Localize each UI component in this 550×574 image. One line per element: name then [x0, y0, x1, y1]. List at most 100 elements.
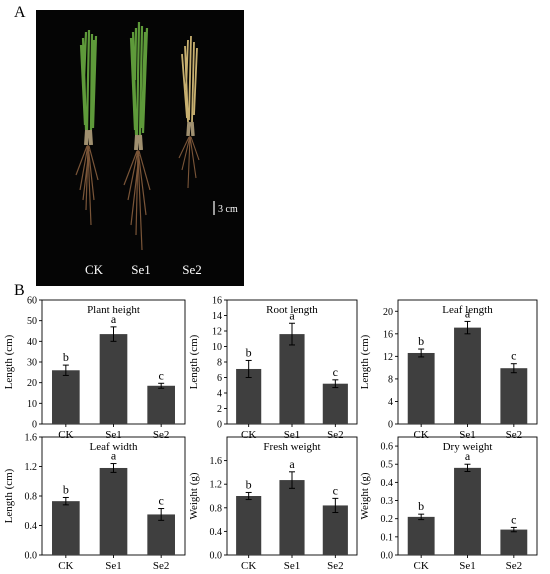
- chart-4-ytick-label: 0.8: [210, 503, 223, 514]
- chart-2-bar: [454, 327, 481, 424]
- chart-0-xtick-label: Se1: [105, 429, 122, 441]
- chart-1-title: Root length: [266, 304, 318, 316]
- chart-5-significance-letter: c: [511, 512, 516, 526]
- chart-5-title: Dry weight: [443, 441, 493, 453]
- chart-1-ytick-label: 16: [212, 296, 222, 307]
- chart-2-significance-letter: b: [418, 334, 424, 348]
- chart-4-ytick-label: 0.0: [210, 551, 223, 562]
- chart-4-ytick-label: 1.6: [210, 456, 223, 467]
- chart-3-title: Leaf width: [90, 441, 138, 453]
- chart-5-bar: [500, 529, 528, 555]
- chart-3-xtick-label: Se1: [105, 560, 122, 572]
- chart-5-bar: [407, 516, 435, 555]
- chart-3-bar: [147, 514, 175, 555]
- chart-5-bar: [454, 467, 481, 555]
- plant-se1: [123, 21, 151, 251]
- chart-2-bar: [500, 368, 528, 424]
- chart-2-significance-letter: a: [465, 306, 471, 320]
- chart-4-significance-letter: b: [246, 477, 252, 491]
- chart-2-title: Leaf length: [442, 304, 493, 316]
- chart-1-ytick-label: 0: [217, 420, 222, 431]
- chart-0-ytick-label: 0: [32, 420, 37, 431]
- chart-1-xtick-label: Se1: [284, 429, 301, 441]
- chart-5-ytick-label: 0.2: [381, 514, 394, 525]
- chart-2-ytick-label: 8: [388, 374, 393, 385]
- chart-5-ytick-label: 0.3: [381, 496, 394, 507]
- chart-0-xtick-label: CK: [58, 429, 73, 441]
- chart-0-ytick-label: 50: [27, 316, 37, 327]
- chart-1-bar: [279, 334, 305, 424]
- chart-4-ytick-label: 0.4: [210, 527, 223, 538]
- sample-label-se2: Se2: [182, 262, 202, 277]
- chart-1-ytick-label: 12: [212, 327, 222, 338]
- panel-label-a: A: [14, 4, 26, 21]
- chart-5-ylabel: Weight (g): [359, 472, 371, 519]
- chart-2-bar: [407, 352, 435, 424]
- chart-5-ytick-label: 0.6: [381, 442, 394, 453]
- chart-2-ylabel: Length (cm): [359, 334, 371, 389]
- chart-2-ytick-label: 0: [388, 420, 393, 431]
- chart-0-significance-letter: a: [111, 312, 117, 326]
- chart-1-bar: [236, 368, 262, 424]
- sample-label-se1: Se1: [131, 262, 151, 277]
- chart-3-significance-letter: c: [159, 494, 164, 508]
- chart-1-significance-letter: a: [289, 308, 295, 322]
- chart-0-significance-letter: c: [159, 368, 164, 382]
- chart-5-significance-letter: a: [465, 449, 471, 463]
- chart-2-ytick-label: 4: [388, 397, 393, 408]
- chart-5-ytick-label: 0.5: [381, 460, 394, 471]
- plant-se2: [178, 35, 200, 189]
- chart-5-xtick-label: Se1: [459, 560, 476, 572]
- chart-2-ytick-label: 20: [383, 307, 393, 318]
- chart-3-ylabel: Length (cm): [3, 468, 15, 523]
- chart-4-xtick-label: Se2: [327, 560, 344, 572]
- chart-3-significance-letter: b: [63, 482, 69, 496]
- chart-0-bar: [147, 385, 175, 424]
- scale-label: 3 cm: [218, 204, 238, 215]
- chart-3-xtick-label: Se2: [153, 560, 170, 572]
- chart-4-ylabel: Weight (g): [188, 472, 200, 519]
- seedling-photo: 3 cm CK Se1 Se2: [36, 10, 244, 286]
- plant-ck: [75, 29, 99, 226]
- chart-1-significance-letter: c: [333, 365, 338, 379]
- chart-2-significance-letter: c: [511, 349, 516, 363]
- chart-5-significance-letter: b: [418, 499, 424, 513]
- chart-3-ytick-label: 0.4: [25, 521, 38, 532]
- chart-2-ytick-label: 12: [383, 352, 393, 363]
- chart-0-ytick-label: 60: [27, 296, 37, 307]
- chart-0-significance-letter: b: [63, 350, 69, 364]
- chart-0-xtick-label: Se2: [153, 429, 170, 441]
- chart-4-bar: [322, 505, 348, 555]
- chart-0-ytick-label: 40: [27, 337, 37, 348]
- chart-1-ytick-label: 8: [217, 358, 222, 369]
- chart-0-title: Plant height: [87, 304, 140, 316]
- chart-2-ytick-label: 16: [383, 329, 393, 340]
- chart-4-xtick-label: Se1: [284, 560, 301, 572]
- chart-0-ylabel: Length (cm): [3, 334, 15, 389]
- chart-3-bar: [99, 467, 128, 555]
- chart-1-ylabel: Length (cm): [188, 334, 200, 389]
- chart-0-bar: [52, 370, 80, 424]
- chart-3-ytick-label: 0.8: [25, 492, 38, 503]
- chart-5-ytick-label: 0.1: [381, 532, 394, 543]
- sample-label-ck: CK: [85, 262, 104, 277]
- chart-4-ytick-label: 1.2: [210, 480, 223, 491]
- chart-0-ytick-label: 30: [27, 358, 37, 369]
- chart-5-ytick-label: 0.4: [381, 478, 394, 489]
- chart-4-significance-letter: a: [289, 457, 295, 471]
- seedling-illustration: 3 cm CK Se1 Se2: [75, 21, 238, 277]
- chart-2-xtick-label: Se2: [506, 429, 523, 441]
- chart-4-bar: [236, 496, 262, 555]
- chart-3-ytick-label: 1.6: [25, 433, 38, 444]
- chart-4-significance-letter: c: [333, 483, 338, 497]
- chart-0-bar: [99, 334, 128, 424]
- chart-1-ytick-label: 6: [217, 373, 222, 384]
- chart-1-xtick-label: Se2: [327, 429, 344, 441]
- chart-3-xtick-label: CK: [58, 560, 73, 572]
- chart-4-xtick-label: CK: [241, 560, 256, 572]
- chart-5-ytick-label: 0.0: [381, 551, 394, 562]
- chart-2-xtick-label: CK: [414, 429, 429, 441]
- panel-label-b: B: [14, 282, 25, 299]
- chart-1-ytick-label: 2: [217, 404, 222, 415]
